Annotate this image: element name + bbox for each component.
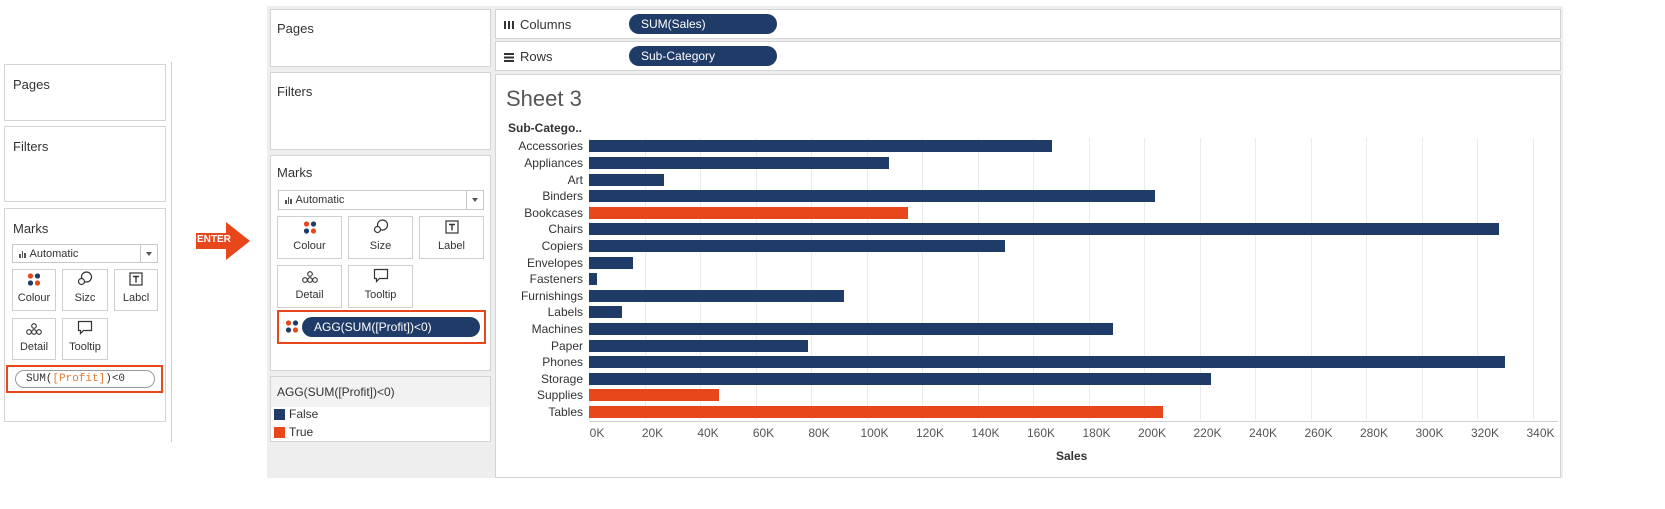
left-calc-highlight-box [6,365,163,393]
legend-item-false[interactable]: False [289,407,319,421]
sheet-title: Sheet 3 [506,86,582,111]
left-label-button[interactable]: Labcl [114,269,158,311]
rows-label-group: Rows [504,49,553,64]
x-axis-title: Sales [1056,449,1088,463]
left-mark-type-dropdown[interactable]: Automatic [12,244,158,263]
pages-card[interactable]: Pages [270,9,491,67]
left-panel-edge [171,62,172,442]
left-filters-title: Filters [13,139,49,154]
legend-item-true[interactable]: True [289,425,314,439]
detail-label: Detail [295,289,324,301]
chevron-down-icon[interactable] [140,245,157,262]
colour-dots-icon [27,273,41,286]
rows-icon [504,52,514,62]
columns-icon [504,20,514,29]
bar-chairs[interactable] [589,223,1500,236]
left-tooltip-button[interactable]: Tooltip [62,318,108,360]
colour-dots-icon [285,320,299,333]
left-tooltip-label: Tooltip [69,341,101,353]
label-button[interactable]: Label [419,216,484,259]
filters-title: Filters [277,84,313,99]
left-detail-label: Detail [19,341,49,353]
bar-paper[interactable] [589,339,809,352]
bar-bookcases[interactable] [589,206,909,219]
row-header: Sub-Catego.. [508,121,582,135]
tooltip-label: Tooltip [364,289,397,301]
legend-title-band [271,377,490,407]
bar-supplies[interactable] [589,389,720,402]
label-icon [444,220,459,234]
bar-machines[interactable] [589,322,1114,335]
calc-suffix: )<0 [105,373,126,385]
bar-chart-icon [285,196,292,204]
size-icon [77,271,93,286]
columns-label: Columns [520,17,572,32]
rows-pill[interactable]: Sub-Category [629,46,777,66]
enter-label: ENTER [197,234,231,245]
bar-binders[interactable] [589,190,1156,203]
bar-fasteners[interactable] [589,273,598,286]
tooltip-icon [77,320,93,335]
left-calc-pill[interactable]: SUM([Profit])<0 [15,370,155,388]
bar-copiers[interactable] [589,239,1006,252]
colour-dots-icon [303,221,316,234]
left-marks-card: Marks [4,208,166,422]
bar-appliances[interactable] [589,156,889,169]
marks-title: Marks [277,165,313,180]
left-mark-type-value: Automatic [29,247,79,260]
size-label: Size [369,240,392,252]
legend-swatch-true [274,427,285,438]
left-detail-button[interactable]: Detail [12,318,56,360]
bar-tables[interactable] [589,405,1164,418]
left-label-label: Labcl [122,292,150,304]
left-pages-title: Pages [13,77,50,92]
bar-labels[interactable] [589,306,623,319]
left-colour-button[interactable]: Colour [12,269,56,311]
left-size-button[interactable]: Sizc [62,269,108,311]
colour-label: Colour [293,240,326,252]
colour-button[interactable]: Colour [277,216,342,259]
rows-label: Rows [520,49,553,64]
size-button[interactable]: Size [348,216,413,259]
left-marks-title: Marks [13,221,49,236]
columns-pill[interactable]: SUM(Sales) [629,14,777,34]
columns-label-group: Columns [504,17,571,32]
calc-field: [Profit] [52,373,106,385]
filters-card[interactable]: Filters [270,72,491,150]
tooltip-icon [373,268,388,283]
label-icon [129,272,143,286]
left-filters-card[interactable]: Filters [4,126,166,202]
detail-icon [301,271,318,283]
enter-arrow: ENTER [196,222,250,260]
legend-title: AGG(SUM([Profit])<0) [277,385,395,399]
bar-envelopes[interactable] [589,256,634,269]
calc-prefix: SUM( [26,373,53,385]
bar-art[interactable] [589,173,664,186]
colour-pill-highlight-box [277,310,486,344]
bar-storage[interactable] [589,372,1211,385]
bar-chart-icon [19,250,26,258]
tooltip-button[interactable]: Tooltip [348,265,413,308]
left-pages-card[interactable]: Pages [4,64,166,121]
mark-type-value: Automatic [295,194,345,206]
bar-phones[interactable] [589,356,1505,369]
chevron-down-icon[interactable] [466,191,483,209]
label-label: Label [438,240,465,252]
bar-accessories[interactable] [589,140,1053,153]
mark-type-dropdown[interactable]: Automatic [278,190,484,210]
colour-legend-card: AGG(SUM([Profit])<0) [270,376,491,442]
detail-button[interactable]: Detail [277,265,342,308]
arrow-right-icon [196,222,250,260]
left-colour-label: Colour [17,292,51,304]
detail-icon [26,323,42,335]
colour-field-pill[interactable]: AGG(SUM([Profit])<0) [302,317,480,337]
size-icon [373,219,388,234]
bar-furnishings[interactable] [589,289,845,302]
legend-swatch-false [274,409,285,420]
pages-title: Pages [277,21,314,36]
left-size-label: Sizc [74,292,96,304]
